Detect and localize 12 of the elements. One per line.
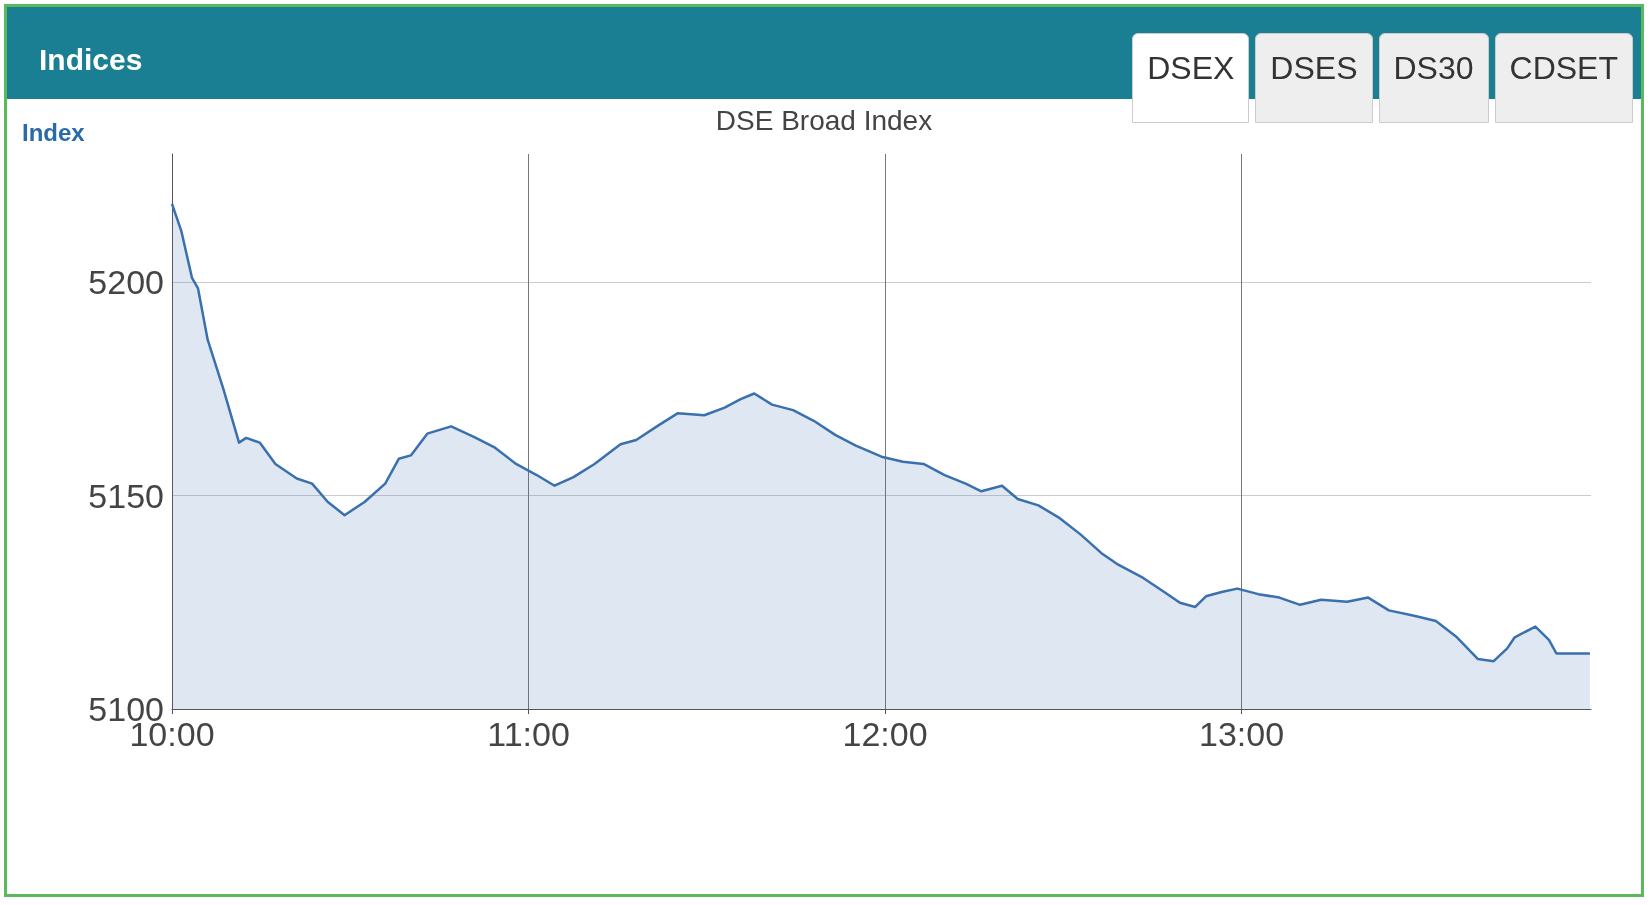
text: DSEX [1132, 33, 1250, 123]
y-tick-label: 5150 [88, 476, 164, 515]
x-tick-label: 13:00 [1199, 715, 1285, 753]
text: DSES [1255, 33, 1373, 123]
x-tick-label: 11:00 [487, 715, 570, 753]
y-tick-label: 5200 [88, 263, 164, 302]
text: DS30 [1378, 33, 1489, 123]
x-tick-label: 12:00 [842, 715, 928, 753]
chart-subtitle: DSE Broad Index [715, 104, 933, 136]
y-axis-title: Index [22, 118, 86, 146]
text: CDSET [1494, 33, 1633, 123]
chart-title: Indices [39, 43, 143, 77]
